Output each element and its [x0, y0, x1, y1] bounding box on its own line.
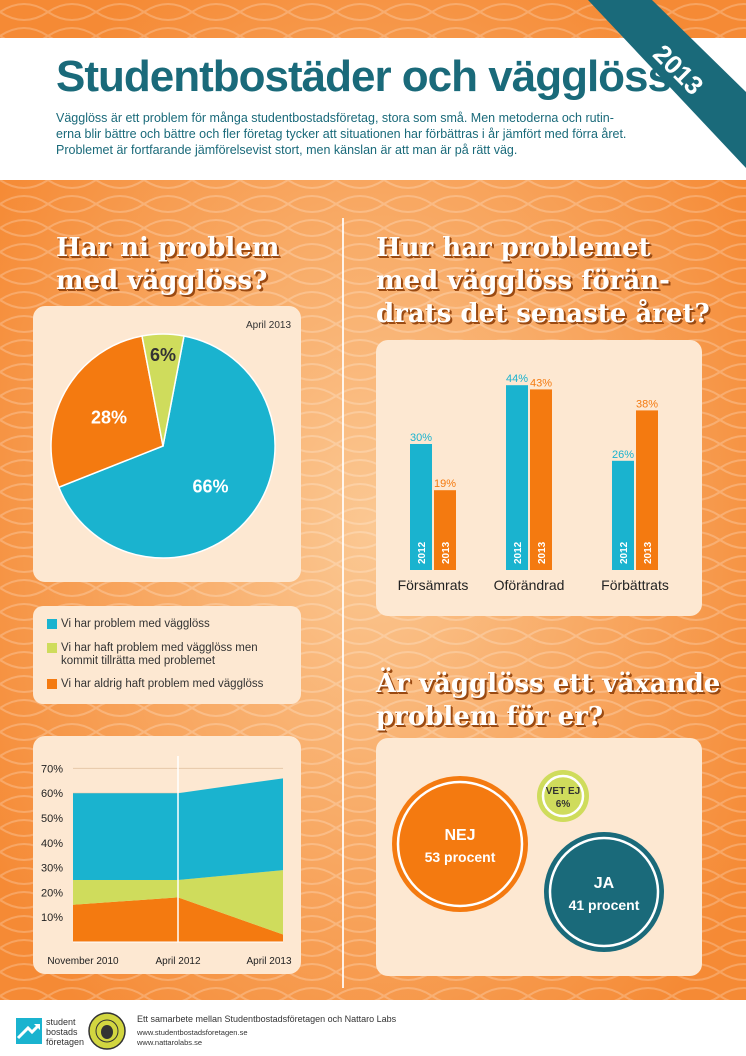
bar-value-label: 30%	[410, 432, 432, 444]
section2-heading-line: Hur har problemet	[376, 233, 651, 263]
section1-heading-line: med vägglöss?	[56, 266, 268, 296]
house-logo-icon	[16, 1018, 42, 1044]
legend-label: Vi har problem med vägglöss	[61, 618, 210, 630]
x-tick-label: April 2012	[155, 956, 200, 967]
bar-value-label: 26%	[612, 449, 634, 461]
bubble-ring	[541, 774, 585, 818]
y-tick-label: 20%	[41, 887, 63, 899]
year-ribbon: 2013	[588, 0, 746, 168]
bar-category-label: Oförändrad	[494, 577, 565, 593]
legend-item: Vi har haft problem med vägglöss men kom…	[47, 642, 281, 668]
pie-slice-label: 28%	[91, 407, 127, 427]
header-panel	[0, 38, 746, 180]
bar-value-label: 43%	[530, 377, 552, 389]
y-tick-label: 60%	[41, 788, 63, 800]
y-tick-label: 50%	[41, 813, 63, 825]
bar-value-label: 19%	[434, 478, 456, 490]
y-tick-label: 30%	[41, 863, 63, 875]
pie-slice-label: 6%	[150, 345, 176, 365]
logo-line: student	[46, 1017, 76, 1027]
section3-heading-line: Är vägglöss ett växande	[376, 669, 721, 699]
y-tick-label: 70%	[41, 763, 63, 775]
bar-series-label: 2013	[537, 541, 548, 564]
bubble-sublabel: 41 procent	[569, 897, 640, 913]
section3-heading: Är vägglöss ett växande problem för er?	[376, 668, 720, 734]
y-tick-label: 10%	[41, 912, 63, 924]
section1-heading-line: Har ni problem	[56, 233, 280, 263]
intro-line: erna blir bättre och bättre och fler för…	[56, 127, 627, 141]
section2-heading-line: drats det senaste året?	[376, 299, 710, 329]
section1-heading: Har ni problem med vägglöss?	[56, 232, 279, 298]
pie-legend: Vi har problem med vägglöss Vi har haft …	[33, 606, 301, 704]
bar-value-label: 44%	[506, 373, 528, 385]
bar	[410, 444, 432, 570]
pie-slice	[57, 335, 276, 559]
footer-url2[interactable]: www.nattarolabs.se	[137, 1038, 203, 1047]
footer-credit: Ett samarbete mellan Studentbostadsföret…	[137, 1014, 397, 1024]
legend-swatch	[47, 679, 57, 689]
bubble-label: JA	[594, 875, 615, 892]
bar	[530, 389, 552, 570]
y-tick-label: 40%	[41, 838, 63, 850]
legend-label: Vi har aldrig haft problem med vägglöss	[61, 678, 264, 690]
bar-category-label: Försämrats	[398, 577, 469, 593]
x-tick-label: April 2013	[246, 956, 291, 967]
bubble-ring	[396, 780, 524, 908]
pie-date-tag: April 2013	[246, 320, 292, 331]
bar-series-label: 2012	[513, 541, 524, 564]
logo-line: bostads	[46, 1027, 78, 1037]
bubble-chart: NEJ 53 procent JA 41 procent VET EJ 6%	[392, 770, 664, 952]
section2-heading-line: med vägglöss förän-	[376, 266, 670, 296]
bubble-label: NEJ	[444, 827, 475, 844]
legend-item: Vi har problem med vägglöss	[47, 618, 281, 631]
bubble	[537, 770, 589, 822]
logo-line: företagen	[46, 1037, 85, 1047]
page-title: Studentbostäder och vägglöss	[56, 52, 672, 101]
legend-label: Vi har haft problem med vägglöss men kom…	[61, 642, 258, 667]
bar	[434, 490, 456, 570]
intro-line: Problemet är fortfarande jämförelsevist …	[56, 143, 518, 157]
section3-heading-line: problem för er?	[376, 702, 604, 732]
section2-heading: Hur har problemet med vägglöss förän- dr…	[376, 232, 710, 331]
legend-swatch	[47, 619, 57, 629]
x-tick-label: November 2010	[47, 956, 119, 967]
legend-swatch	[47, 643, 57, 653]
bar	[636, 410, 658, 570]
pie-chart: 66% 28% 6%	[50, 333, 276, 559]
intro-text: Vägglöss är ett problem för många studen…	[56, 110, 666, 158]
pie-slice	[50, 335, 164, 489]
intro-line: Vägglöss är ett problem för många studen…	[56, 111, 614, 125]
nattaro-labs-logo-icon	[88, 1012, 126, 1050]
area-series	[73, 870, 283, 935]
bar-category-label: Förbättrats	[601, 577, 669, 593]
bubble-sublabel: 6%	[556, 799, 571, 810]
bar	[506, 385, 528, 570]
bar	[612, 460, 634, 570]
bar-series-label: 2012	[417, 541, 428, 564]
bubble-sublabel: 53 procent	[425, 849, 496, 865]
bar-value-label: 38%	[636, 398, 658, 410]
bar-series-label: 2013	[441, 541, 452, 564]
legend-item: Vi har aldrig haft problem med vägglöss	[47, 678, 281, 691]
bar-chart: 30% 2012 19% 2013 Försämrats 44% 2012 43% 2013 Of…	[398, 373, 669, 593]
pie-slice	[141, 333, 185, 447]
footer-url1[interactable]: www.studentbostadsforetagen.se	[137, 1028, 248, 1037]
pie-slice-label: 66%	[192, 476, 228, 496]
area-chart: 10% 20% 30% 40% 50% 60% 70% November 2010 April …	[41, 756, 292, 967]
bubble	[544, 832, 664, 952]
bubble	[392, 776, 528, 912]
bubble-label: VET EJ	[546, 786, 580, 797]
bar-series-label: 2012	[619, 541, 630, 564]
bar-series-label: 2013	[643, 541, 654, 564]
bubble-ring	[548, 836, 660, 948]
column-divider	[342, 218, 344, 988]
logo-text: student bostads företagen	[46, 1017, 84, 1047]
